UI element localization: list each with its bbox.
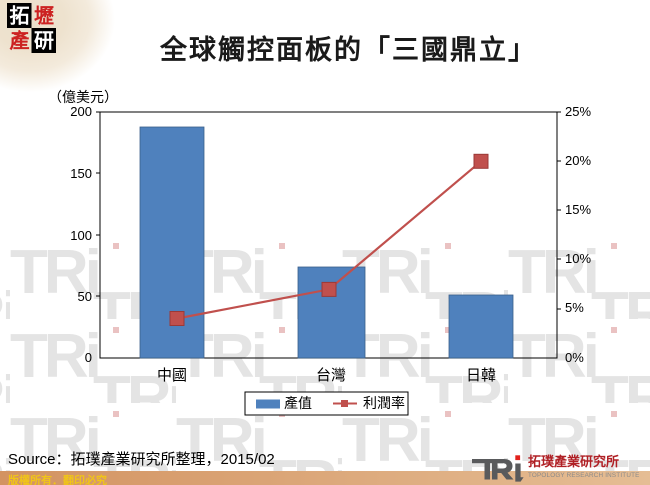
svg-text:15%: 15%: [565, 202, 591, 217]
svg-text:中國: 中國: [157, 367, 187, 384]
svg-text:50: 50: [78, 289, 92, 304]
svg-text:10%: 10%: [565, 251, 591, 266]
svg-text:拓璞產業研究所: 拓璞產業研究所: [528, 454, 619, 469]
svg-text:利潤率: 利潤率: [363, 395, 405, 411]
svg-text:（億美元）: （億美元）: [48, 89, 118, 105]
svg-text:台灣: 台灣: [316, 367, 346, 384]
svg-text:產值: 產值: [284, 395, 312, 411]
svg-text:0%: 0%: [565, 350, 584, 365]
svg-text:0: 0: [85, 350, 92, 365]
svg-text:拓: 拓: [10, 5, 30, 28]
svg-text:100: 100: [70, 228, 92, 243]
svg-text:壢: 壢: [34, 5, 54, 28]
svg-text:25%: 25%: [565, 104, 591, 119]
svg-text:5%: 5%: [565, 300, 584, 315]
svg-text:150: 150: [70, 166, 92, 181]
svg-text:TOPOLOGY RESEARCH INSTITUTE: TOPOLOGY RESEARCH INSTITUTE: [528, 472, 640, 479]
svg-text:200: 200: [70, 104, 92, 119]
svg-text:產: 產: [10, 29, 30, 53]
svg-text:日韓: 日韓: [466, 367, 496, 384]
svg-text:20%: 20%: [565, 153, 591, 168]
svg-text:研: 研: [34, 31, 54, 53]
